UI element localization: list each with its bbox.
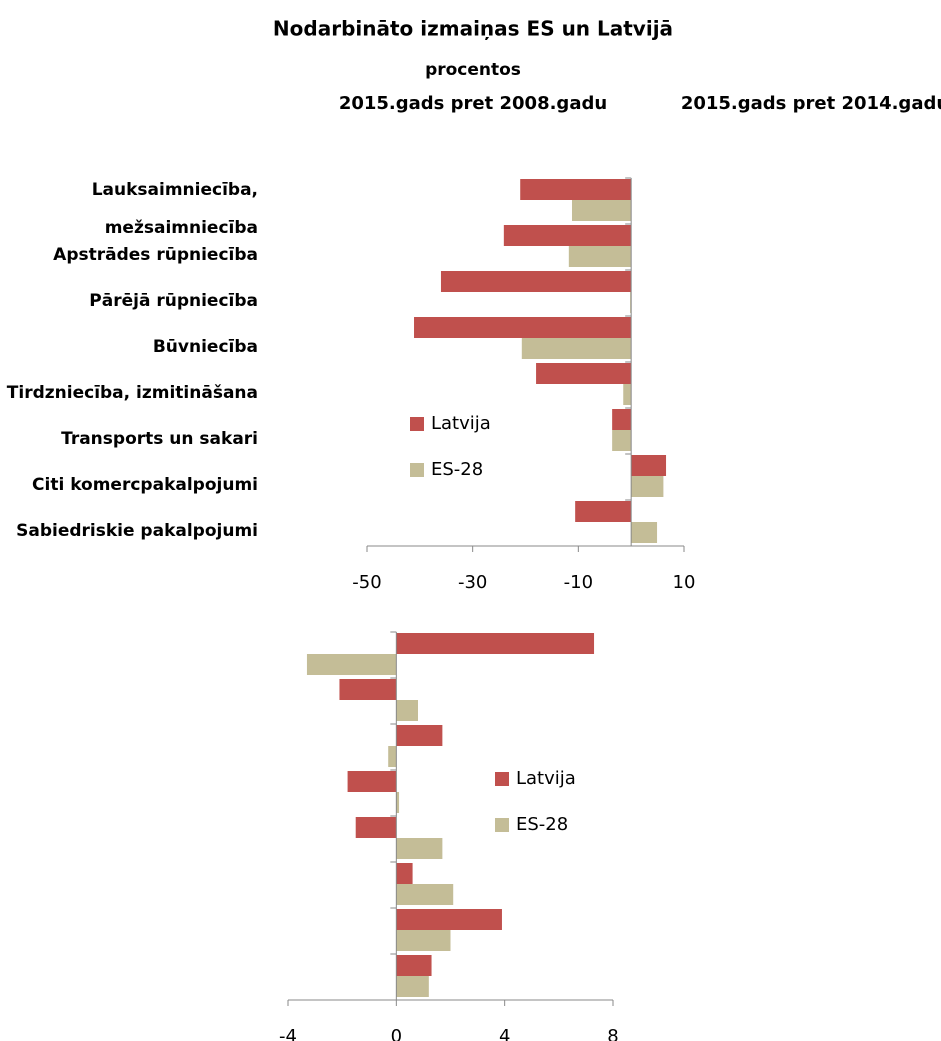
x-tick-label: 0 bbox=[391, 1026, 402, 1041]
bar bbox=[306, 654, 397, 675]
x-tick-label: 10 bbox=[673, 572, 696, 593]
bar bbox=[396, 976, 429, 997]
legend-swatch bbox=[410, 417, 424, 431]
bar bbox=[339, 679, 397, 700]
bar bbox=[630, 292, 632, 313]
bar bbox=[396, 955, 432, 976]
category-label: Transports un sakari bbox=[61, 429, 258, 449]
bar bbox=[396, 909, 502, 930]
bar bbox=[520, 179, 632, 200]
bar bbox=[631, 476, 664, 497]
bar bbox=[503, 225, 632, 246]
legend-label: Latvija bbox=[516, 768, 576, 789]
category-label: Citi komercpakalpojumi bbox=[32, 475, 258, 495]
category-label: Sabiedriskie pakalpojumi bbox=[16, 521, 258, 541]
bar bbox=[612, 430, 632, 451]
x-tick-label: -50 bbox=[352, 572, 381, 593]
category-label: Lauksaimniecība, mežsaimniecība bbox=[91, 180, 258, 238]
panel-title: 2015.gads pret 2014.gadu bbox=[681, 93, 941, 114]
legend-swatch bbox=[495, 818, 509, 832]
bar bbox=[396, 863, 413, 884]
legend-swatch bbox=[495, 772, 509, 786]
bar bbox=[396, 700, 418, 721]
x-tick-label: -4 bbox=[279, 1026, 297, 1041]
bar bbox=[414, 317, 632, 338]
x-tick-label: 8 bbox=[607, 1026, 618, 1041]
bar bbox=[396, 792, 400, 813]
bar bbox=[568, 246, 632, 267]
category-label: Pārējā rūpniecība bbox=[89, 291, 258, 311]
category-label: Tirdzniecība, izmitināšana bbox=[6, 383, 258, 403]
bar bbox=[575, 501, 632, 522]
category-label: Apstrādes rūpniecība bbox=[53, 245, 258, 265]
bar bbox=[388, 746, 397, 767]
legend-label: ES-28 bbox=[431, 459, 483, 480]
bar bbox=[355, 817, 397, 838]
x-tick-label: -30 bbox=[458, 572, 487, 593]
bar bbox=[396, 884, 454, 905]
bar bbox=[347, 771, 397, 792]
bar bbox=[396, 725, 443, 746]
bar bbox=[440, 271, 632, 292]
legend-label: ES-28 bbox=[516, 814, 568, 835]
chart-subtitle: procentos bbox=[425, 60, 521, 80]
x-tick-label: 4 bbox=[499, 1026, 510, 1041]
bar bbox=[631, 455, 667, 476]
bar bbox=[612, 409, 632, 430]
bar bbox=[396, 930, 451, 951]
bar bbox=[521, 338, 632, 359]
legend-label: Latvija bbox=[431, 413, 491, 434]
legend-swatch bbox=[410, 463, 424, 477]
bar bbox=[623, 384, 632, 405]
panel-title: 2015.gads pret 2008.gadu bbox=[339, 93, 607, 114]
category-label: Būvniecība bbox=[152, 337, 258, 357]
bar bbox=[396, 838, 443, 859]
bar bbox=[536, 363, 632, 384]
x-tick-label: -10 bbox=[564, 572, 593, 593]
chart-title: Nodarbināto izmaiņas ES un Latvijā bbox=[273, 17, 673, 41]
bar bbox=[631, 522, 658, 543]
bar bbox=[571, 200, 632, 221]
bar bbox=[396, 633, 595, 654]
